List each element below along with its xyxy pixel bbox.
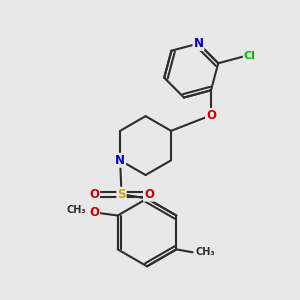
Text: O: O (206, 109, 216, 122)
Text: N: N (194, 37, 203, 50)
Text: CH₃: CH₃ (67, 205, 86, 214)
Text: Cl: Cl (244, 51, 256, 62)
Text: O: O (89, 206, 99, 219)
Text: O: O (144, 188, 154, 201)
Text: S: S (117, 188, 126, 201)
Text: N: N (115, 154, 125, 167)
Text: CH₃: CH₃ (195, 247, 215, 257)
Text: O: O (89, 188, 99, 201)
